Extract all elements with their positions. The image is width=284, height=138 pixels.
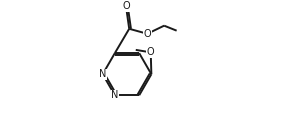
Text: N: N	[99, 69, 106, 79]
Text: O: O	[143, 29, 151, 39]
Text: N: N	[111, 90, 118, 100]
Text: O: O	[123, 1, 131, 11]
Text: O: O	[147, 47, 154, 57]
